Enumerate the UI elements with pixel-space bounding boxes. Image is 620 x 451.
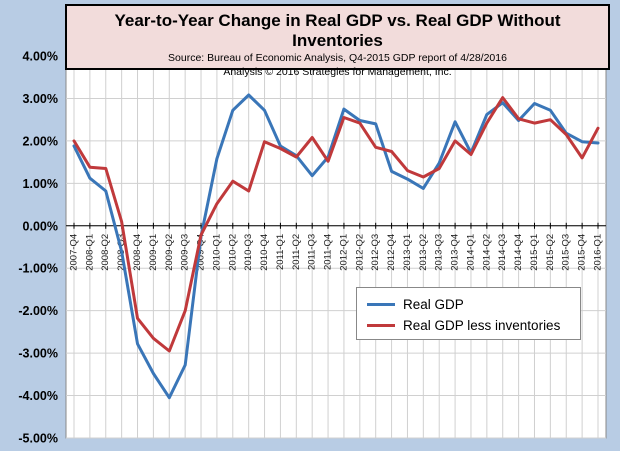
- x-tick-label: 2010-Q4: [259, 234, 270, 271]
- x-tick-label: 2014-Q4: [513, 234, 524, 271]
- x-tick-label: 2009-Q4: [196, 234, 207, 271]
- x-tick-label: 2015-Q1: [529, 234, 540, 271]
- x-tick-label: 2012-Q4: [386, 234, 397, 271]
- x-tick-label: 2012-Q3: [370, 234, 381, 271]
- legend-label-real-gdp-less-inventories: Real GDP less inventories: [403, 317, 561, 333]
- x-tick-label: 2008-Q4: [132, 234, 143, 271]
- y-tick-label: -1.00%: [18, 262, 58, 276]
- y-tick-label: 0.00%: [23, 219, 58, 233]
- x-tick-label: 2010-Q2: [227, 234, 238, 271]
- y-tick-label: -4.00%: [18, 389, 58, 403]
- legend-swatch-real-gdp: [367, 302, 395, 306]
- x-tick-label: 2007-Q4: [69, 234, 80, 271]
- x-tick-label: 2011-Q2: [291, 234, 302, 270]
- x-tick-label: 2011-Q4: [323, 234, 334, 270]
- x-tick-label: 2013-Q3: [434, 234, 445, 271]
- x-tick-label: 2009-Q2: [164, 234, 175, 271]
- x-tick-label: 2009-Q1: [148, 234, 159, 271]
- x-tick-label: 2015-Q2: [545, 234, 556, 271]
- x-tick-label: 2008-Q1: [84, 234, 95, 271]
- x-tick-label: 2013-Q1: [402, 234, 413, 271]
- x-tick-label: 2013-Q4: [450, 234, 461, 271]
- x-tick-label: 2014-Q3: [497, 234, 508, 271]
- y-tick-label: -5.00%: [18, 432, 58, 446]
- x-tick-label: 2011-Q1: [275, 234, 286, 270]
- legend-entry-real-gdp: Real GDP: [367, 295, 464, 313]
- x-tick-label: 2010-Q1: [211, 234, 222, 271]
- x-tick-label: 2010-Q3: [243, 234, 254, 271]
- series-line-real-gdp: [72, 93, 600, 400]
- legend-entry-real-gdp-less-inventories: Real GDP less inventories: [367, 316, 560, 334]
- x-tick-label: 2015-Q4: [577, 234, 588, 271]
- y-tick-label: -2.00%: [18, 304, 58, 318]
- series-lines: [72, 93, 600, 400]
- chart-title-box: Year-to-Year Change in Real GDP vs. Real…: [65, 4, 610, 78]
- chart-subtitle-source: Source: Bureau of Economic Analysis, Q4-…: [168, 52, 507, 64]
- x-tick-label: 2016-Q1: [593, 234, 604, 271]
- legend-label-real-gdp: Real GDP: [403, 296, 464, 312]
- x-tick-label: 2012-Q2: [354, 234, 365, 271]
- x-tick-label: 2008-Q2: [100, 234, 111, 271]
- y-tick-label: 3.00%: [23, 92, 58, 106]
- x-tick-label: 2015-Q3: [561, 234, 572, 271]
- series-line-real-gdp-less-inventories: [72, 96, 600, 353]
- x-tick-label: 2013-Q2: [418, 234, 429, 271]
- x-tick-label: 2009-Q3: [180, 234, 191, 271]
- x-tick-label: 2012-Q1: [338, 234, 349, 271]
- x-tick-label: 2011-Q3: [307, 234, 318, 270]
- y-axis-ticks: 4.00% 3.00% 2.00% 1.00% 0.00% -1.00% -2.00% -3.…: [18, 50, 58, 446]
- y-tick-label: 2.00%: [23, 134, 58, 148]
- x-tick-label: 2014-Q1: [465, 234, 476, 271]
- chart-title: Year-to-Year Change in Real GDP vs. Real…: [114, 11, 561, 50]
- y-tick-label: 4.00%: [23, 50, 58, 64]
- legend-swatch-real-gdp-less-inventories: [367, 323, 395, 327]
- y-tick-label: -3.00%: [18, 347, 58, 361]
- y-tick-label: 1.00%: [23, 177, 58, 191]
- chart-subtitle-copyright: Analysis © 2016 Strategies for Managemen…: [223, 66, 452, 78]
- x-tick-label: 2014-Q2: [481, 234, 492, 271]
- chart-legend: Real GDP Real GDP less inventories: [356, 287, 581, 340]
